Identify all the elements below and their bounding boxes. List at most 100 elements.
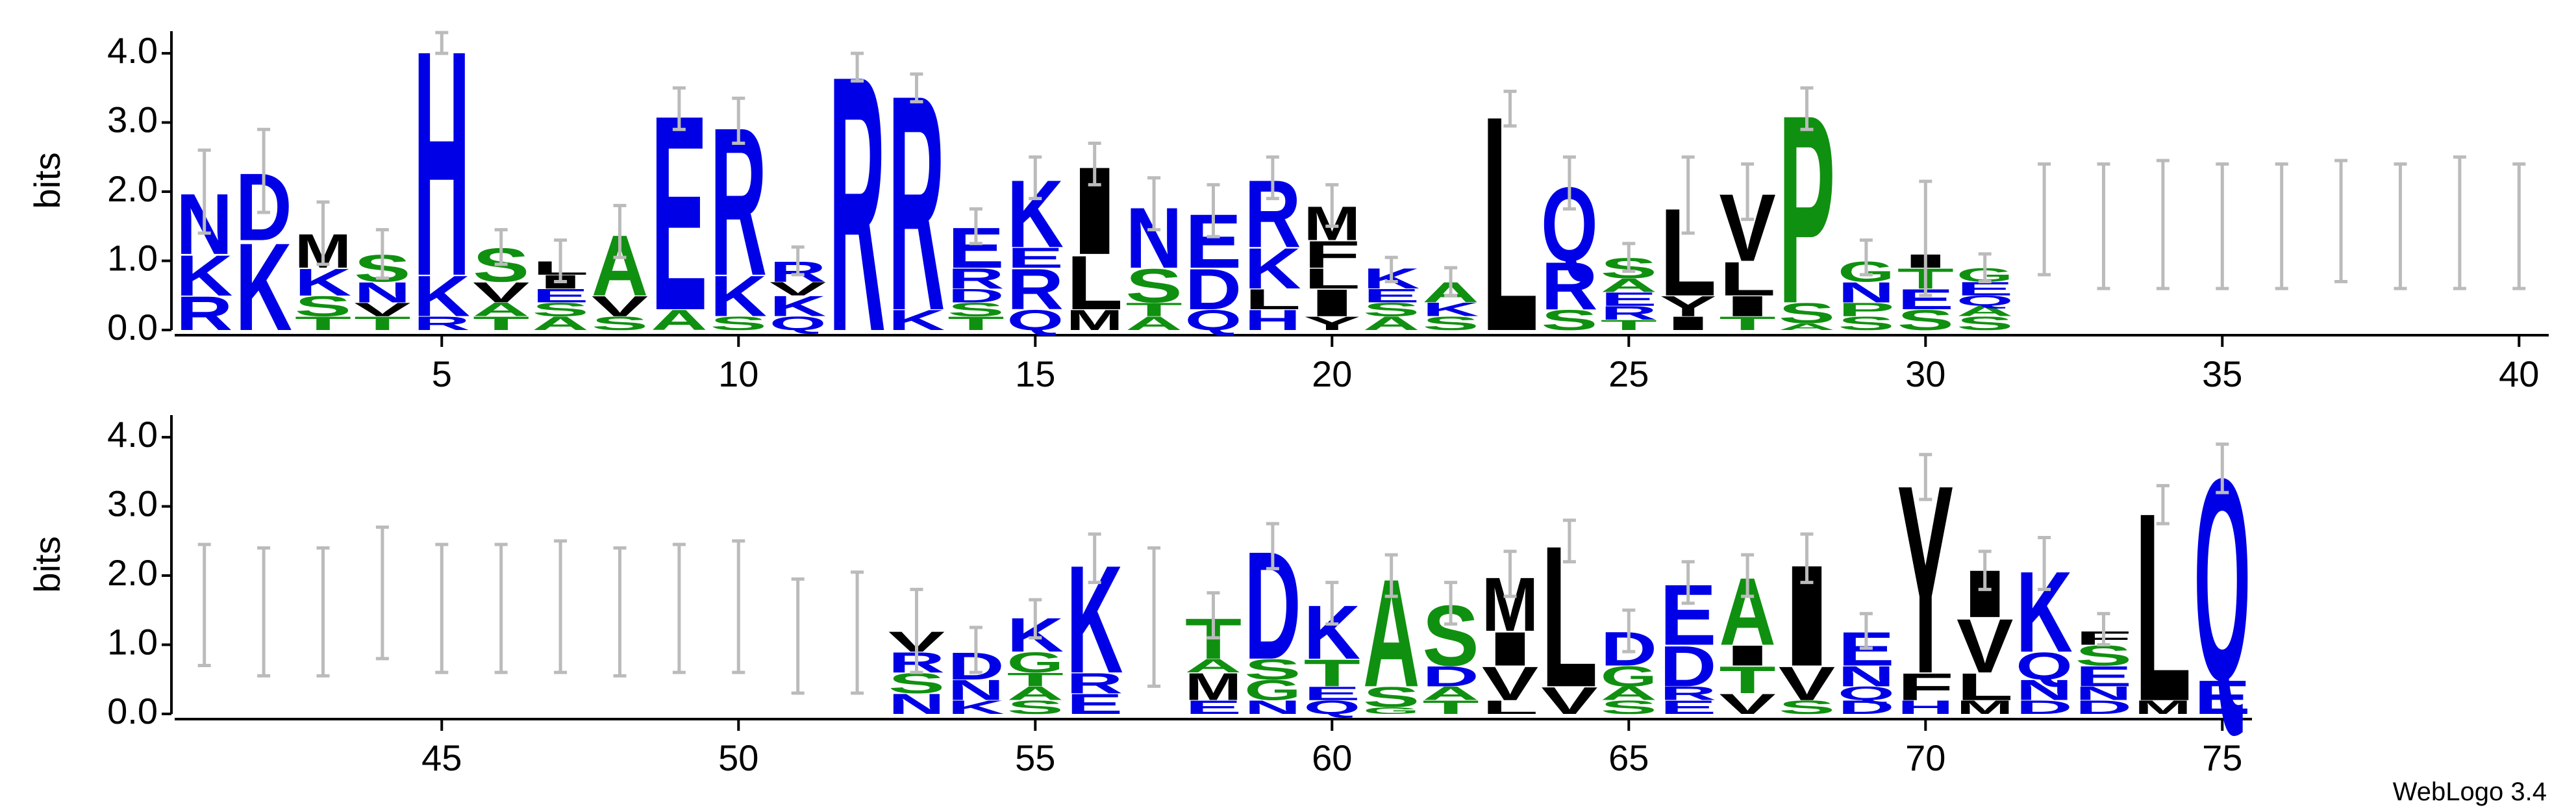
logo-letter: R (1541, 248, 1597, 324)
logo-letter: I (1304, 282, 1360, 325)
logo-letter: F (1897, 666, 1954, 709)
logo-letter: K (414, 264, 470, 329)
logo-letter: A (1601, 275, 1657, 296)
x-tick-label: 75 (2202, 737, 2242, 778)
error-bar (1919, 179, 1932, 298)
logo-letter: I (1482, 622, 1538, 676)
logo-letter: A (651, 304, 707, 336)
error-bar (910, 72, 923, 104)
error-bar (969, 626, 982, 674)
error-bar (2512, 162, 2526, 290)
logo-letter: T (1007, 669, 1064, 691)
error-bar (257, 127, 271, 214)
logo-letter: I (1719, 640, 1775, 672)
error-bar (2334, 159, 2348, 283)
logo-letter: S (1957, 312, 2013, 334)
logo-letter: E (1363, 285, 1419, 307)
logo-letter: S (1779, 298, 1835, 329)
logo-letter: M (1185, 666, 1242, 709)
logo-letter: R (1007, 257, 1064, 322)
logo-letter: K (1244, 236, 1301, 301)
logo-letter: S (1125, 259, 1182, 312)
x-tick-label: 30 (1905, 353, 1945, 394)
logo-letter: I (1660, 312, 1716, 334)
logo-letter: A (473, 299, 529, 320)
error-bar (554, 238, 568, 283)
error-bar (1622, 608, 1636, 653)
error-bar (1741, 553, 1755, 598)
logo-letter: M (1066, 304, 1123, 336)
logo-letter: V (1957, 603, 2013, 689)
logo-letter: A (1779, 322, 1835, 333)
logo-letter: D (1185, 257, 1242, 322)
error-bar (1978, 252, 1992, 283)
x-tick-label: 15 (1015, 353, 1055, 394)
x-tick-label: 20 (1312, 353, 1352, 394)
logo-letter: Q (1185, 304, 1242, 336)
logo-letter: R (414, 312, 470, 334)
logo-letter: E (2194, 670, 2251, 724)
logo-letter: N (2016, 674, 2072, 706)
error-bar (1800, 532, 1814, 585)
error-bar (2216, 162, 2229, 290)
logo-letter: F (1304, 234, 1360, 277)
logo-letter: L (1244, 283, 1301, 315)
logo-letter: R (176, 286, 232, 340)
error-bar (1562, 155, 1576, 211)
logo-letter: H (1897, 696, 1954, 718)
y-tick-label: 0.0 (107, 307, 158, 348)
error-bar (494, 542, 508, 674)
logo-letter: T (1304, 652, 1360, 695)
error-bar (435, 542, 449, 674)
logo-letter: E (2075, 661, 2132, 692)
error-bar (494, 228, 508, 266)
error-bar (1266, 522, 1279, 570)
logo-letter: A (1601, 683, 1657, 704)
x-tick-label: 45 (421, 737, 462, 778)
logo-letter: E (1066, 688, 1123, 720)
error-bar (613, 546, 627, 678)
error-bar (2394, 162, 2407, 290)
error-bar (1800, 86, 1814, 131)
logo-letter: R (1601, 302, 1657, 324)
error-bar (1681, 560, 1695, 605)
logo-letter: A (1007, 683, 1064, 704)
logo-letter: S (1422, 312, 1479, 334)
logo-letter: G (1007, 647, 1064, 679)
error-bar (2156, 484, 2170, 526)
error-bar (1207, 183, 1220, 238)
error-bar (1384, 553, 1398, 598)
error-bar (851, 570, 864, 695)
logo-letter: D (947, 285, 1004, 307)
logo-letter: N (888, 688, 945, 720)
error-bar (2156, 159, 2170, 290)
error-bar (1681, 155, 1695, 235)
error-bar (375, 526, 389, 661)
x-tick-label: 40 (2499, 353, 2539, 394)
error-bar (1741, 162, 1755, 222)
error-bar (316, 546, 330, 678)
y-tick-label: 4.0 (107, 414, 158, 455)
error-bar (2038, 535, 2051, 591)
x-tick-label: 10 (718, 353, 758, 394)
error-bar (791, 245, 805, 277)
logo-letter: Q (1838, 683, 1894, 704)
error-bar (554, 539, 568, 674)
error-bar (969, 207, 982, 246)
logo-letter: V (1482, 656, 1539, 710)
logo-letter: S (1363, 681, 1419, 713)
error-bar (672, 86, 686, 131)
logo-letter: M (1957, 696, 2013, 718)
logo-letter: L (1304, 263, 1360, 295)
logo-letter: G (1363, 705, 1419, 717)
logo-letter: K (769, 290, 827, 322)
logo-letter: D (1838, 696, 1894, 718)
x-tick-label: 60 (1312, 737, 1352, 778)
error-bar (1088, 532, 1101, 585)
logo-letter: N (947, 674, 1004, 706)
logo-letter: K (710, 264, 767, 329)
logo-letter: S (1007, 696, 1064, 718)
logo-letter: M (2134, 696, 2191, 718)
error-bar (791, 577, 805, 695)
